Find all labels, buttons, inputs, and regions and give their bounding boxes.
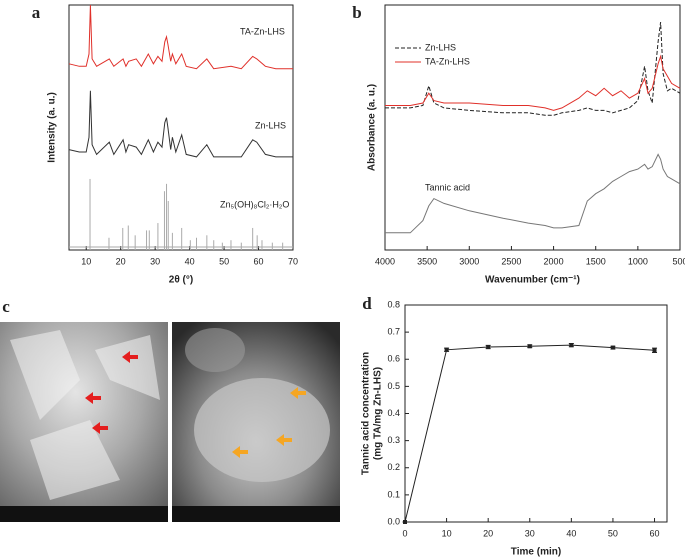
marker xyxy=(486,345,491,350)
y-tick-label: 0.4 xyxy=(387,408,400,418)
x-axis-title: Time (min) xyxy=(511,547,561,557)
marker xyxy=(403,520,407,524)
x-tick-label: 20 xyxy=(116,256,126,266)
series-label: Zn-LHS xyxy=(255,120,286,130)
panel-label: a xyxy=(32,3,41,22)
y-tick-label: 0.2 xyxy=(387,462,400,472)
x-tick-label: 3000 xyxy=(459,256,479,266)
arrow xyxy=(232,446,248,458)
sem-footer xyxy=(0,506,168,522)
x-tick-label: 50 xyxy=(608,528,618,538)
marker xyxy=(527,344,532,349)
y-tick-label: 0.5 xyxy=(387,381,400,391)
marker xyxy=(444,347,449,352)
series-line xyxy=(404,344,655,523)
series-line xyxy=(385,22,681,116)
series-label: Tannic acid xyxy=(425,182,470,192)
red-arrows xyxy=(85,351,138,434)
y-axis-title: (mg TA/mg Zn-LHS) xyxy=(373,367,384,460)
arrow xyxy=(276,434,292,446)
x-tick-label: 30 xyxy=(525,528,535,538)
y-axis-title: Tannic acid concentration xyxy=(361,352,372,475)
y-tick-label: 0.7 xyxy=(387,327,400,337)
x-tick-label: 4000 xyxy=(375,256,395,266)
x-tick-label: 20 xyxy=(483,528,493,538)
sem-footer xyxy=(172,506,340,522)
x-tick-label: 60 xyxy=(650,528,660,538)
orange-arrows xyxy=(232,387,306,458)
y-tick-label: 0.6 xyxy=(387,354,400,364)
x-tick-label: 50 xyxy=(219,256,229,266)
x-tick-label: 60 xyxy=(254,256,264,266)
series-line xyxy=(68,4,293,70)
plot-frame xyxy=(384,4,681,251)
marker xyxy=(652,348,657,353)
y-axis-title: Absorbance (a. u.) xyxy=(367,84,378,171)
arrow xyxy=(122,351,138,363)
arrow xyxy=(92,422,108,434)
x-axis-title: Wavenumber (cm⁻¹) xyxy=(485,275,580,286)
y-tick-label: 0.8 xyxy=(387,299,400,309)
legend-label: TA-Zn-LHS xyxy=(425,56,470,66)
x-axis-title: 2θ (°) xyxy=(169,275,193,286)
x-tick-label: 10 xyxy=(442,528,452,538)
y-tick-label: 0.3 xyxy=(387,435,400,445)
sem-particle xyxy=(185,328,245,372)
series-line xyxy=(68,90,293,158)
plot-frame xyxy=(68,4,294,251)
x-tick-label: 2500 xyxy=(501,256,521,266)
x-tick-label: 1500 xyxy=(586,256,606,266)
x-tick-label: 70 xyxy=(288,256,298,266)
panel-label: c xyxy=(2,297,10,316)
series-line xyxy=(385,153,681,234)
arrow xyxy=(290,387,306,399)
series-line xyxy=(385,54,681,111)
x-tick-label: 2000 xyxy=(544,256,564,266)
arrow xyxy=(85,392,101,404)
y-tick-label: 0.1 xyxy=(387,489,400,499)
x-tick-label: 0 xyxy=(402,528,407,538)
series-label: Zn₅(OH)₈Cl₂·H₂O xyxy=(220,199,289,209)
x-tick-label: 30 xyxy=(150,256,160,266)
marker xyxy=(569,343,574,348)
x-tick-label: 500 xyxy=(672,256,685,266)
panel-label: d xyxy=(362,294,372,313)
x-tick-label: 40 xyxy=(185,256,195,266)
y-tick-label: 0.0 xyxy=(387,516,400,526)
marker xyxy=(610,345,615,350)
series-label: TA-Zn-LHS xyxy=(240,26,285,36)
plot-frame xyxy=(404,304,668,523)
y-axis-title: Intensity (a. u.) xyxy=(47,92,58,163)
sem-texture xyxy=(10,330,160,500)
sem-images xyxy=(0,322,340,522)
x-tick-label: 40 xyxy=(566,528,576,538)
panel-label: b xyxy=(352,3,361,22)
x-tick-label: 10 xyxy=(81,256,91,266)
x-tick-label: 3500 xyxy=(417,256,437,266)
sem-particle xyxy=(194,378,330,482)
legend-label: Zn-LHS xyxy=(425,42,456,52)
x-tick-label: 1000 xyxy=(628,256,648,266)
